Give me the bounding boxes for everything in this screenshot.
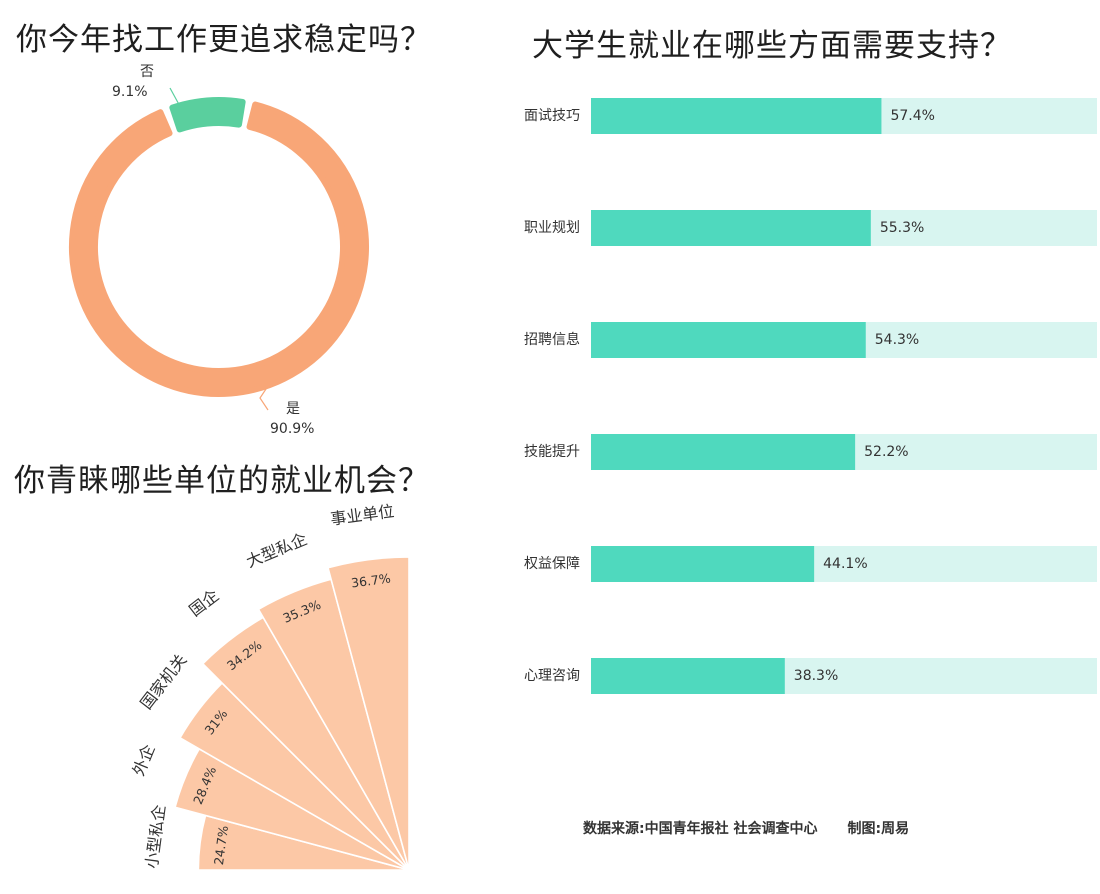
bar-value-label: 57.4% — [890, 108, 934, 124]
donut-value-label: 90.9% — [270, 421, 314, 437]
bar — [591, 210, 871, 246]
fan-sector — [327, 556, 410, 871]
source-text: 数据来源:中国青年报社 社会调查中心 — [583, 821, 818, 837]
bar-value-label: 44.1% — [823, 556, 867, 572]
fan-chart-title: 你青睐哪些单位的就业机会？ — [14, 463, 430, 499]
credit-text: 制图:周易 — [847, 821, 910, 837]
source-note: 数据来源:中国青年报社 社会调查中心 制图:周易 — [583, 818, 909, 838]
fan-value-label: 36.7% — [350, 570, 391, 590]
bar-value-label: 52.2% — [864, 444, 908, 460]
fan-category-label: 大型私企 — [243, 529, 309, 571]
bar-value-label: 54.3% — [875, 332, 919, 348]
bar-category-label: 面试技巧 — [524, 108, 580, 124]
donut-value-label: 9.1% — [112, 84, 148, 100]
bar — [591, 322, 866, 358]
fan-category-label: 事业单位 — [329, 501, 395, 528]
fan-category-label: 国家机关 — [137, 650, 191, 712]
bar-category-label: 职业规划 — [524, 220, 580, 236]
bar — [591, 546, 815, 582]
donut-slice — [68, 101, 369, 397]
bar-value-label: 55.3% — [880, 220, 924, 236]
bar-category-label: 招聘信息 — [524, 331, 580, 348]
bar — [591, 98, 882, 134]
fan-category-label: 外企 — [129, 742, 159, 779]
bar-value-label: 38.3% — [794, 668, 838, 684]
fan-category-label: 小型私企 — [142, 804, 169, 870]
donut-leader-line — [169, 87, 183, 111]
fan-category-label: 国企 — [186, 586, 223, 621]
bar-chart-title: 大学生就业在哪些方面需要支持？ — [532, 28, 1012, 64]
bar-category-label: 心理咨询 — [524, 668, 580, 684]
donut-leader-line — [259, 385, 269, 411]
bar — [591, 434, 856, 470]
donut-slice — [169, 97, 246, 133]
bar-category-label: 权益保障 — [524, 556, 580, 572]
donut-slice-label: 是 — [286, 401, 300, 417]
bar-category-label: 技能提升 — [524, 444, 580, 460]
bar — [591, 658, 785, 694]
donut-slice-label: 否 — [140, 64, 154, 80]
donut-chart-title: 你今年找工作更追求稳定吗？ — [16, 22, 432, 58]
fan-value-label: 24.7% — [211, 824, 231, 865]
